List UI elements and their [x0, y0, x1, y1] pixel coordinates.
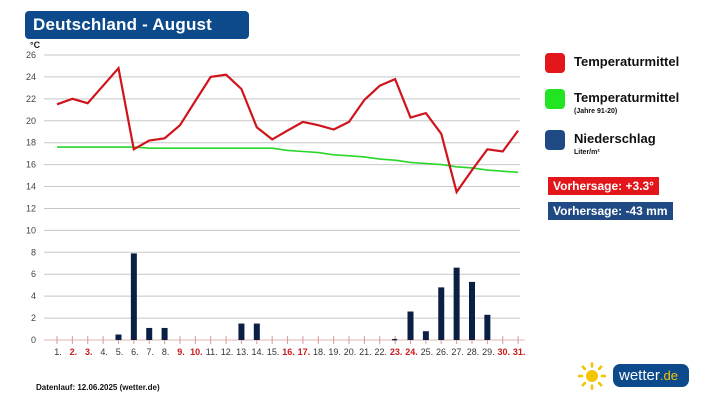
x-tick-label: 4. [100, 347, 108, 357]
precipitation-bars [115, 253, 491, 341]
x-tick-label: 10. [190, 347, 203, 357]
x-tick-label: 2. [70, 347, 78, 357]
x-tick-label: 13. [236, 347, 249, 357]
x-tick-label: 11. [206, 347, 218, 357]
x-tick-label: 14. [252, 347, 265, 357]
legend-label: Temperaturmittel [574, 90, 680, 105]
x-tick-label: 30. [497, 347, 510, 357]
y-tick-label: 0 [31, 335, 36, 345]
legend-swatch-blue [545, 130, 565, 150]
x-tick-label: 16. [282, 347, 295, 357]
precipitation-bar [146, 327, 153, 340]
y-tick-label: 6 [31, 269, 36, 279]
y-tick-label: 8 [31, 247, 36, 257]
x-tick-label: 20. [344, 347, 357, 357]
temperature-forecast-badge: Vorhersage: +3.3° [548, 177, 659, 195]
logo-wordmark: wetter.de [613, 364, 689, 387]
precipitation-bar [453, 267, 460, 340]
x-tick-label: 23. [390, 347, 403, 357]
x-tick-label: 9. [177, 347, 185, 357]
legend-swatch-green [545, 89, 565, 109]
precipitation-bar [407, 311, 414, 340]
y-tick-label: 22 [26, 94, 36, 104]
x-tick-label: 7. [146, 347, 154, 357]
x-tick-label: 21. [359, 347, 372, 357]
y-tick-label: 18 [26, 138, 36, 148]
x-tick-label: 25. [421, 347, 434, 357]
chart-title: Deutschland - August [25, 11, 249, 39]
precipitation-bar [392, 338, 398, 341]
x-tick-label: 6. [131, 347, 139, 357]
legend-label: Temperaturmittel [574, 54, 680, 69]
legend-label: Niederschlag [574, 131, 656, 146]
logo-tld: .de [659, 368, 678, 383]
precipitation-bar [238, 323, 245, 340]
x-tick-label: 26. [436, 347, 449, 357]
y-tick-label: 10 [26, 225, 36, 235]
precipitation-bar [484, 314, 491, 340]
logo-name: wetter [619, 367, 660, 384]
x-tick-label: 19. [328, 347, 341, 357]
grid-lines [44, 54, 520, 319]
sun-icon [577, 362, 607, 390]
x-tick-label: 3. [85, 347, 93, 357]
y-tick-label: 16 [26, 160, 36, 170]
y-tick-label: 20 [26, 116, 36, 126]
x-tick-label: 31. [513, 347, 526, 357]
x-tick-label: 1. [54, 347, 62, 357]
y-tick-label: 24 [26, 72, 36, 82]
y-tick-label: 14 [26, 182, 36, 192]
x-tick-label: 27. [451, 347, 464, 357]
precipitation-bar [438, 287, 445, 340]
precipitation-bar [115, 334, 122, 340]
y-tick-label: 4 [31, 291, 36, 301]
x-tick-label: 12. [221, 347, 234, 357]
y-tick-label: 26 [26, 50, 36, 60]
precipitation-forecast-badge: Vorhersage: -43 mm [548, 202, 673, 220]
legend-sublabel: Liter/m² [574, 149, 600, 156]
precipitation-bar [161, 327, 168, 340]
x-tick-label: 5. [116, 347, 124, 357]
y-tick-label: 2 [31, 313, 36, 323]
x-tick-label: 17. [298, 347, 311, 357]
precipitation-bar [253, 323, 260, 340]
wetter-de-logo[interactable]: wetter.de [577, 362, 692, 390]
precipitation-bar [130, 253, 137, 340]
legend-sublabel: (Jahre 91-20) [574, 108, 618, 115]
x-tick-label: 28. [467, 347, 480, 357]
x-axis: 1. 2. 3. 4. 5. 6. 7. 8. 9. 10. 11. 12. 13. 14. 15. 16. 1… [44, 336, 525, 357]
x-tick-label: 22. [375, 347, 388, 357]
x-tick-label: 18. [313, 347, 326, 357]
y-tick-label: 12 [26, 203, 36, 213]
temperature-line [56, 65, 519, 195]
precipitation-bar [468, 281, 475, 340]
x-tick-label: 15. [267, 347, 280, 357]
x-tick-label: 29. [482, 347, 495, 357]
x-tick-label: 24. [405, 347, 418, 357]
x-tick-label: 8. [162, 347, 170, 357]
data-run-footer: Datenlauf: 12.06.2025 (wetter.de) [36, 383, 160, 392]
legend-swatch-red [545, 53, 565, 73]
precipitation-bar [422, 331, 429, 340]
y-axis-unit-label: °C [30, 40, 41, 50]
